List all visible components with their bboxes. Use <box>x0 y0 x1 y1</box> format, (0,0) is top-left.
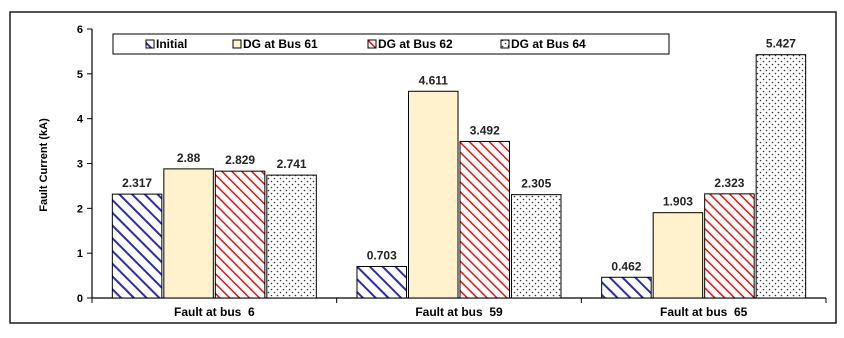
legend-label: DG at Bus 62 <box>378 37 453 51</box>
bar-value-label: 2.741 <box>277 157 307 171</box>
value-labels-group: 2.317 2.88 2.829 2.741 0.703 4.611 3.492 2.305 0… <box>122 37 796 274</box>
y-tick-label: 4 <box>77 114 84 126</box>
x-tick-label: Fault at bus 59 <box>415 305 503 319</box>
legend-swatch <box>500 39 510 49</box>
bar <box>704 193 755 299</box>
bar-value-label: 1.903 <box>663 195 693 209</box>
bar <box>266 174 317 299</box>
legend-label: Initial <box>156 37 187 51</box>
bar-value-label: 2.305 <box>521 177 551 191</box>
y-tick-label: 6 <box>77 24 83 36</box>
bar-value-label: 0.703 <box>367 248 397 262</box>
x-axis: Fault at bus 6 Fault at bus 59 Fault at bu… <box>91 297 827 319</box>
x-tick-label: Fault at bus 65 <box>660 305 748 319</box>
bars-group <box>111 54 807 299</box>
y-tick-label: 3 <box>77 159 83 171</box>
bar <box>214 170 266 299</box>
bar-value-label: 2.323 <box>714 176 744 190</box>
bar <box>511 194 562 299</box>
legend-swatch <box>367 39 377 49</box>
bar <box>111 193 163 299</box>
legend-swatch <box>145 39 155 49</box>
bar-value-label: 2.829 <box>225 153 255 167</box>
bar <box>459 140 510 299</box>
bar <box>163 168 214 299</box>
bar-value-label: 0.462 <box>611 259 641 273</box>
legend-label: DG at Bus 61 <box>243 37 318 51</box>
legend-box <box>112 33 670 55</box>
bar <box>356 265 407 299</box>
x-tick-label: Fault at bus 6 <box>174 305 255 319</box>
bar <box>652 212 704 299</box>
bar-value-label: 4.611 <box>419 73 449 87</box>
y-axis: 0 1 2 3 4 5 6 <box>77 24 93 305</box>
y-tick-label: 2 <box>77 203 83 215</box>
y-axis-title: Fault Current (kA) <box>38 118 50 212</box>
legend-label: DG at Bus 64 <box>511 37 586 51</box>
bar <box>755 54 807 299</box>
y-tick-label: 5 <box>77 69 83 81</box>
bar-value-label: 2.317 <box>122 176 152 190</box>
bar-value-label: 2.88 <box>177 151 201 165</box>
bar-value-label: 5.427 <box>766 37 796 51</box>
legend: Initial DG at Bus 61 DG at Bus 62 DG at Bus… <box>112 33 670 55</box>
bar <box>408 90 459 299</box>
y-tick-label: 0 <box>77 293 83 305</box>
bar-value-label: 3.492 <box>470 123 500 137</box>
y-tick-label: 1 <box>77 248 83 260</box>
legend-swatch <box>232 39 242 49</box>
bar <box>601 276 652 299</box>
